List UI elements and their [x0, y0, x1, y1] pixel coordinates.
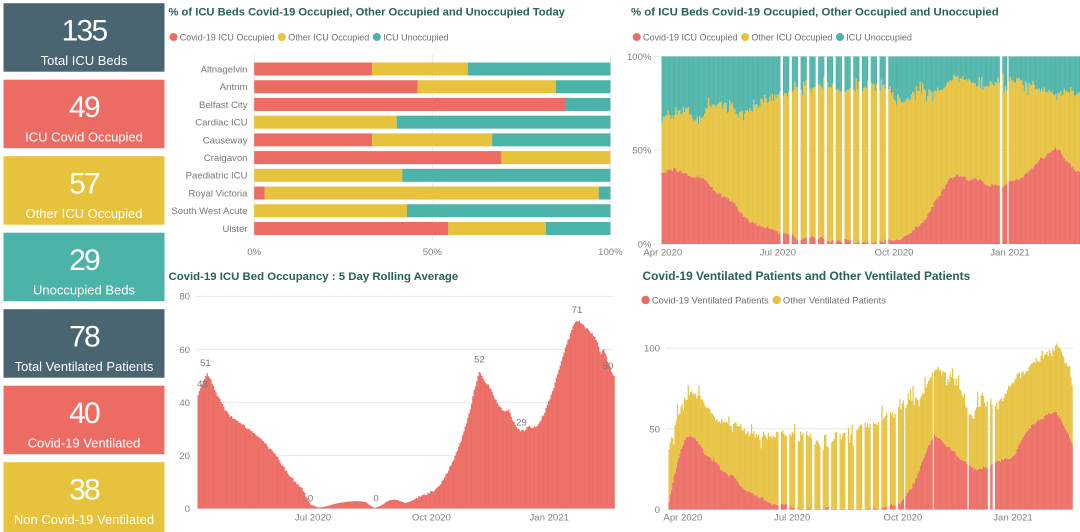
- svg-text:Covid-19 Ventilated Patients a: Covid-19 Ventilated Patients and Other V…: [643, 269, 971, 283]
- svg-text:% of ICU Beds Covid-19 Occupie: % of ICU Beds Covid-19 Occupied, Other O…: [169, 7, 566, 19]
- svg-text:Causeway: Causeway: [203, 135, 248, 146]
- svg-text:57: 57: [69, 167, 100, 200]
- svg-text:Covid-19 ICU Bed Occupancy : 5: Covid-19 ICU Bed Occupancy : 5 Day Rolli…: [169, 271, 459, 283]
- svg-text:Apr 2020: Apr 2020: [663, 513, 702, 524]
- svg-text:Oct 2020: Oct 2020: [875, 248, 914, 259]
- svg-text:135: 135: [62, 14, 108, 47]
- svg-text:Jan 2021: Jan 2021: [529, 513, 568, 524]
- svg-text:49: 49: [69, 91, 100, 124]
- svg-text:Paediatric ICU: Paediatric ICU: [186, 171, 248, 182]
- svg-text:Royal Victoria: Royal Victoria: [188, 188, 248, 199]
- svg-text:Apr 2020: Apr 2020: [643, 248, 682, 259]
- svg-text:50: 50: [649, 424, 660, 435]
- svg-text:100%: 100%: [627, 52, 652, 63]
- svg-text:40: 40: [179, 398, 190, 409]
- svg-text:50: 50: [603, 361, 614, 372]
- svg-text:29: 29: [69, 244, 100, 277]
- svg-text:ICU Unoccupied: ICU Unoccupied: [846, 32, 912, 42]
- svg-text:20: 20: [179, 451, 190, 462]
- svg-text:0%: 0%: [247, 247, 261, 258]
- svg-text:Covid-19 ICU Occupied: Covid-19 ICU Occupied: [180, 32, 275, 42]
- svg-text:South West Acute: South West Acute: [171, 206, 247, 217]
- svg-text:Oct 2020: Oct 2020: [883, 513, 922, 524]
- svg-text:Craigavon: Craigavon: [204, 153, 248, 164]
- svg-text:Non Covid-19 Ventilated: Non Covid-19 Ventilated: [14, 512, 154, 527]
- svg-text:Covid-19 ICU Occupied: Covid-19 ICU Occupied: [643, 32, 738, 42]
- svg-text:60: 60: [179, 345, 190, 356]
- svg-text:ICU Unoccupied: ICU Unoccupied: [383, 32, 449, 42]
- svg-text:Other ICU Occupied: Other ICU Occupied: [25, 206, 142, 221]
- svg-text:Total Ventilated Patients: Total Ventilated Patients: [15, 359, 154, 374]
- svg-text:80: 80: [179, 292, 190, 303]
- svg-text:0: 0: [373, 494, 378, 505]
- svg-text:Jan 2021: Jan 2021: [993, 513, 1032, 524]
- svg-text:40: 40: [69, 397, 100, 430]
- svg-text:Other ICU Occupied: Other ICU Occupied: [751, 32, 832, 42]
- svg-text:Antrim: Antrim: [220, 82, 248, 93]
- svg-text:51: 51: [200, 358, 211, 369]
- svg-text:Other Ventilated Patients: Other Ventilated Patients: [783, 295, 886, 305]
- svg-text:29: 29: [516, 418, 527, 429]
- svg-text:0: 0: [655, 505, 660, 516]
- svg-text:38: 38: [69, 473, 100, 506]
- svg-text:Jul 2020: Jul 2020: [295, 513, 331, 524]
- svg-text:Altnagelvin: Altnagelvin: [201, 64, 248, 75]
- svg-text:78: 78: [69, 320, 100, 353]
- svg-text:100: 100: [644, 344, 660, 355]
- svg-text:0%: 0%: [638, 239, 652, 250]
- svg-text:Unoccupied Beds: Unoccupied Beds: [33, 283, 135, 298]
- svg-text:50%: 50%: [632, 146, 652, 157]
- svg-text:43: 43: [197, 379, 208, 390]
- svg-text:Jul 2020: Jul 2020: [774, 513, 810, 524]
- svg-text:Total ICU Beds: Total ICU Beds: [41, 53, 128, 68]
- svg-text:ICU Covid Occupied: ICU Covid Occupied: [25, 130, 143, 145]
- svg-text:Other ICU Occupied: Other ICU Occupied: [288, 32, 369, 42]
- svg-text:Cardiac ICU: Cardiac ICU: [195, 118, 247, 129]
- svg-text:Jan 2021: Jan 2021: [990, 248, 1029, 259]
- svg-text:Jul 2020: Jul 2020: [760, 248, 796, 259]
- svg-text:Covid-19 Ventilated Patients: Covid-19 Ventilated Patients: [652, 295, 769, 305]
- svg-text:Belfast City: Belfast City: [199, 100, 248, 111]
- svg-text:0: 0: [308, 494, 313, 505]
- svg-text:0: 0: [185, 504, 190, 515]
- svg-text:100%: 100%: [598, 247, 623, 258]
- svg-text:Ulster: Ulster: [222, 224, 248, 235]
- svg-text:71: 71: [572, 305, 583, 316]
- svg-text:Oct 2020: Oct 2020: [412, 513, 451, 524]
- svg-text:% of ICU Beds Covid-19 Occupie: % of ICU Beds Covid-19 Occupied, Other O…: [631, 7, 999, 19]
- svg-text:Covid-19 Ventilated: Covid-19 Ventilated: [28, 436, 141, 451]
- svg-text:50%: 50%: [423, 247, 443, 258]
- svg-text:52: 52: [474, 355, 485, 366]
